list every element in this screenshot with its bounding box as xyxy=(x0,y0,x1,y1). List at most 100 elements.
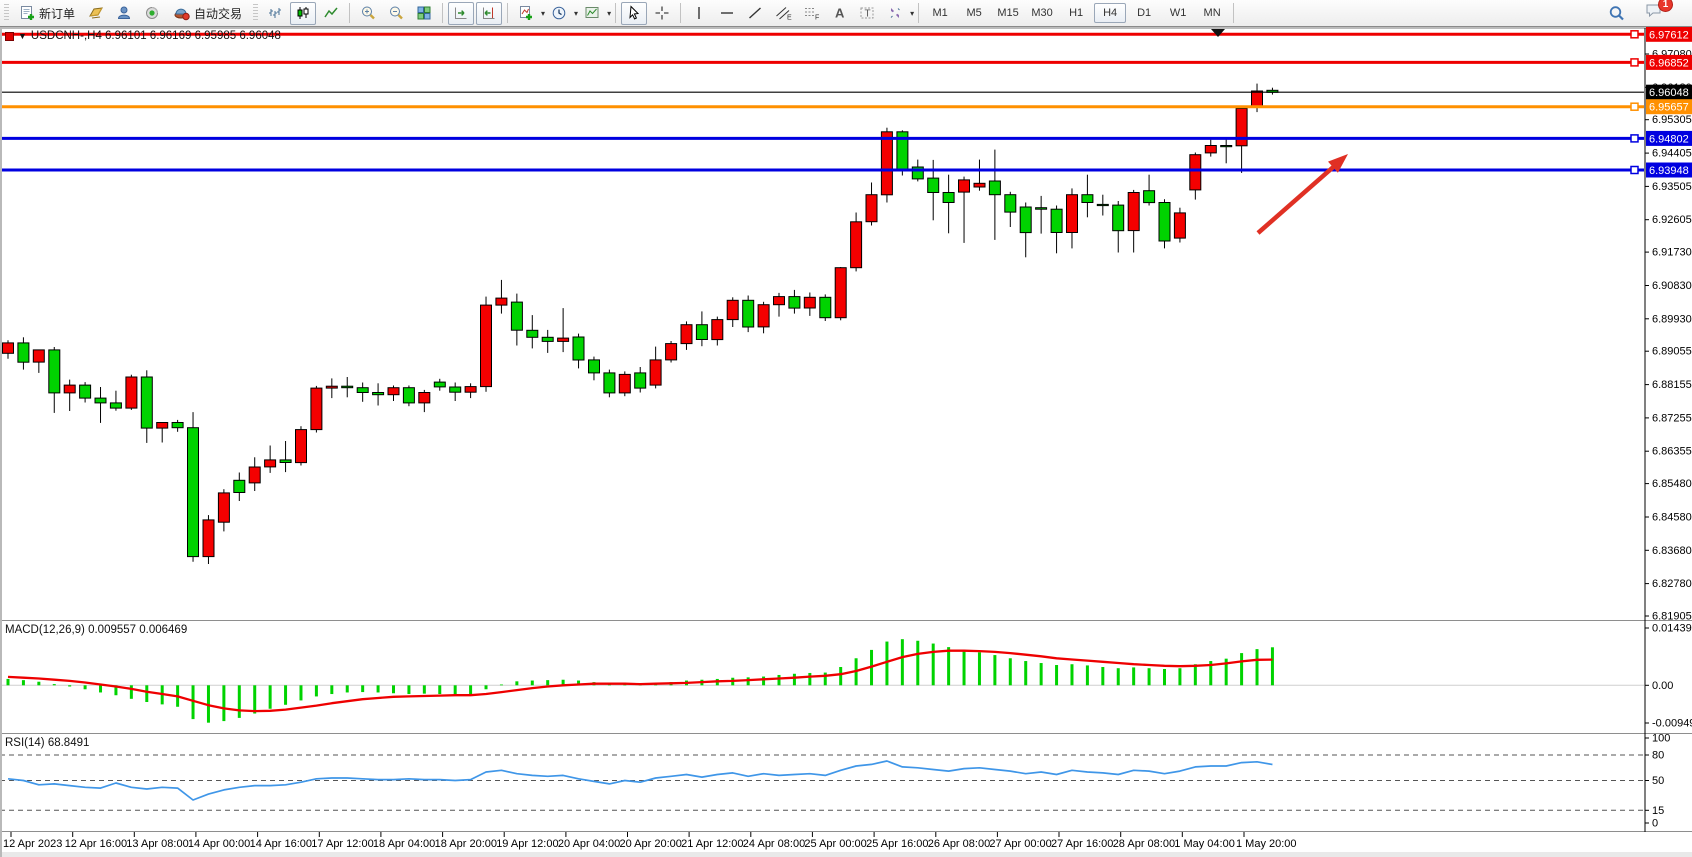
timeframe-button-w1[interactable]: W1 xyxy=(1169,7,1187,19)
chat-button[interactable]: 1 xyxy=(1645,0,1673,24)
toolbar-grip[interactable] xyxy=(4,4,9,22)
toolbar: 新订单 自动交易 xyxy=(0,0,1692,27)
candle-bull xyxy=(850,221,863,269)
rsi-tick-label: 15 xyxy=(1652,805,1664,817)
candle-bull xyxy=(464,386,477,393)
new-order-button[interactable]: 新订单 xyxy=(12,2,82,25)
chart-shift-marker-icon[interactable] xyxy=(1211,29,1225,37)
candle-bull xyxy=(557,337,570,342)
candle-bull xyxy=(680,324,693,345)
candlestick-chart-button[interactable] xyxy=(290,1,317,25)
candle-bear xyxy=(1081,194,1094,203)
record-marker-icon xyxy=(5,31,14,41)
arrows-caret[interactable]: ▾ xyxy=(910,8,915,18)
indicators-caret[interactable]: ▾ xyxy=(541,8,546,18)
market-watch-icon xyxy=(89,7,103,19)
text-tool-button[interactable]: A xyxy=(826,2,852,25)
periods-button[interactable] xyxy=(546,2,572,25)
fibonacci-tool-button[interactable]: F xyxy=(798,2,824,25)
chart-shift-icon xyxy=(483,7,495,19)
candle-bull xyxy=(202,519,215,558)
rsi-tick-label: 0 xyxy=(1652,818,1658,830)
periods-caret[interactable]: ▾ xyxy=(574,8,579,18)
toolbar-separator xyxy=(680,3,682,23)
timeframe-button-h4[interactable]: H4 xyxy=(1094,3,1127,23)
bar-chart-button[interactable] xyxy=(262,2,288,25)
timeframe-button-m1[interactable]: M1 xyxy=(932,7,948,19)
chart-title: USDCNH-,H4 6.96101 6.96169 6.95985 6.960… xyxy=(30,30,281,42)
navigator-button[interactable] xyxy=(111,2,137,25)
zoom-out-icon xyxy=(389,6,403,20)
timeframe-button-m30[interactable]: M30 xyxy=(1031,7,1053,19)
chevron-down-icon[interactable]: ▼ xyxy=(18,31,27,41)
price-level-badge xyxy=(1646,162,1692,178)
cursor-tool-button[interactable] xyxy=(621,1,648,25)
level-line-handle[interactable] xyxy=(1630,165,1639,175)
templates-button[interactable] xyxy=(579,2,605,25)
level-line-handle[interactable] xyxy=(1630,102,1639,111)
terminal-button[interactable] xyxy=(139,2,165,25)
line-chart-button[interactable] xyxy=(318,2,344,25)
price-level-badge xyxy=(1646,130,1692,146)
candle-bear xyxy=(48,349,61,394)
text-label-tool-button[interactable]: T xyxy=(854,2,880,25)
price-tick-label: 6.86355 xyxy=(1652,446,1692,458)
time-tick-label: 20 Apr 04:00 xyxy=(558,838,620,850)
candle-bear xyxy=(911,166,924,180)
autotrading-button[interactable]: 自动交易 xyxy=(166,2,249,25)
candle-bear xyxy=(1004,194,1017,213)
indicators-button[interactable] xyxy=(513,2,539,25)
search-button[interactable] xyxy=(1604,2,1630,25)
candle-bear xyxy=(541,336,554,342)
candle-bear xyxy=(1158,202,1171,242)
bar-chart-icon xyxy=(269,8,282,18)
trend-arrow-line[interactable] xyxy=(1256,164,1336,235)
level-line-handle[interactable] xyxy=(1630,134,1639,143)
candle-bull xyxy=(865,194,878,223)
timeframe-button-d1[interactable]: D1 xyxy=(1137,7,1152,19)
vertical-line-tool-button[interactable] xyxy=(686,2,712,25)
time-tick-label: 20 Apr 20:00 xyxy=(620,838,682,850)
price-level-badge-label: 6.96852 xyxy=(1649,57,1689,69)
candle-bull xyxy=(973,182,986,188)
price-tick-label: 6.93505 xyxy=(1652,181,1692,193)
price-tick-label: 6.82780 xyxy=(1652,578,1692,590)
chart-shift-button[interactable] xyxy=(476,1,503,25)
templates-caret[interactable]: ▾ xyxy=(607,8,612,18)
timeframe-button-m15[interactable]: M15 xyxy=(997,7,1019,19)
tile-windows-button[interactable] xyxy=(411,2,437,25)
candle-bear xyxy=(572,336,585,361)
chart-title-bar: ▼ USDCNH-,H4 6.96101 6.96169 6.95985 6.9… xyxy=(5,30,281,42)
price-tick-label: 6.81905 xyxy=(1652,611,1692,623)
timeframe-button-h1[interactable]: H1 xyxy=(1069,7,1084,19)
horizontal-line-tool-button[interactable] xyxy=(714,2,740,25)
market-watch-button[interactable] xyxy=(83,2,109,25)
level-line-handle[interactable] xyxy=(1630,58,1639,67)
zoom-out-button[interactable] xyxy=(383,2,409,25)
new-order-label: 新订单 xyxy=(39,6,76,21)
candle-bull xyxy=(156,422,169,429)
timeframe-button-m5[interactable]: M5 xyxy=(966,7,982,19)
auto-scroll-button[interactable] xyxy=(448,1,475,25)
candle-bull xyxy=(618,373,631,394)
zoom-in-button[interactable] xyxy=(355,2,381,25)
macd-signal-line xyxy=(7,649,1273,713)
candle-bull xyxy=(418,392,431,404)
candle-bear xyxy=(510,301,523,331)
window-left-edge xyxy=(0,27,2,857)
trendline-tool-button[interactable] xyxy=(742,2,768,25)
candle-bull xyxy=(880,131,893,196)
candle-bear xyxy=(233,479,246,493)
crosshair-tool-button[interactable] xyxy=(649,2,675,25)
arrows-tool-button[interactable] xyxy=(882,2,908,25)
toolbar-grip[interactable] xyxy=(253,4,259,22)
timeframe-button-mn[interactable]: MN xyxy=(1203,7,1221,19)
candle-bear xyxy=(187,427,199,558)
trend-arrow-head[interactable] xyxy=(1328,154,1348,173)
level-line-handle[interactable] xyxy=(1630,30,1639,39)
candle-bear xyxy=(603,372,616,394)
svg-text:E: E xyxy=(787,15,792,22)
channel-tool-button[interactable]: E xyxy=(770,2,796,25)
